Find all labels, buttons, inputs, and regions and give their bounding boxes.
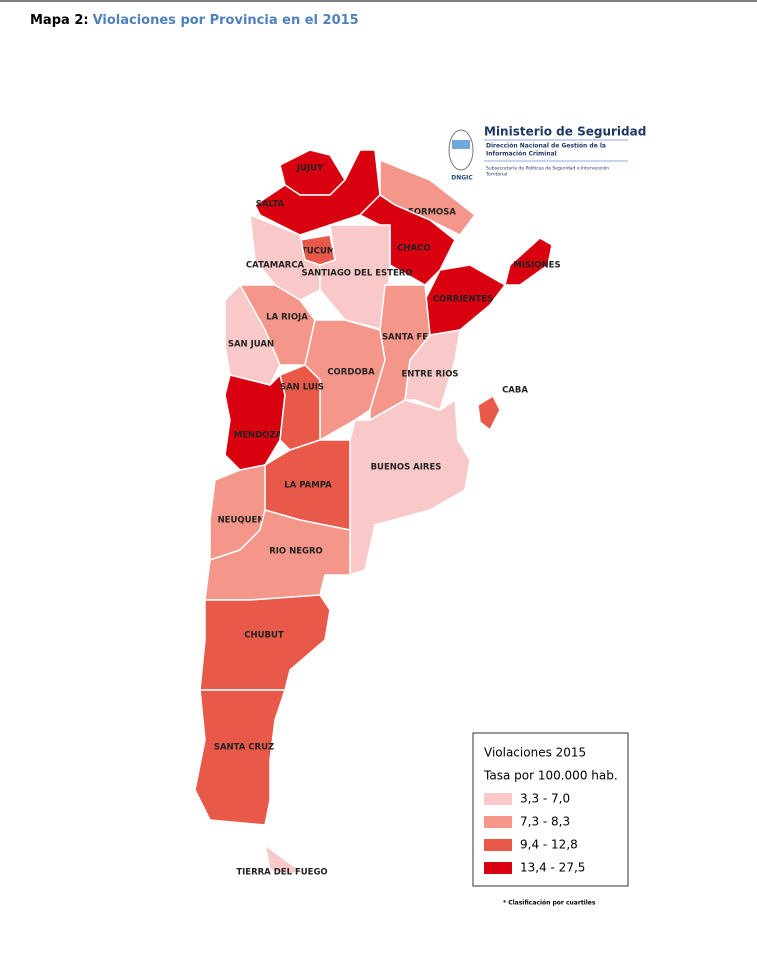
logo-sub: Territorial [485,172,507,178]
legend-swatch [484,839,512,851]
logo-ministry: Ministerio de Seguridad [484,125,646,139]
legend-label: 3,3 - 7,0 [520,792,570,806]
province-label: TUCUMAN [301,247,349,257]
province-label: SALTA [256,200,285,210]
province-label: CHUBUT [244,631,284,641]
logo-sub: Subsecretaría de Políticas de Seguridad … [486,165,609,172]
province-label: RIO NEGRO [269,547,323,557]
legend-swatch [484,816,512,828]
province-label: ENTRE RIOS [401,370,458,380]
legend-subtitle: Tasa por 100.000 hab. [483,769,618,783]
province-label: CATAMARCA [246,261,305,271]
province-label: LA RIOJA [266,313,308,323]
title-text: Violaciones por Provincia en el 2015 [93,13,359,28]
logo: DNGIC Ministerio de Seguridad Dirección … [448,125,646,182]
province-label: JUJUY [296,164,324,174]
legend-swatch [484,862,512,874]
legend-swatch [484,793,512,805]
province-label: CHACO [397,244,430,254]
province-label: SAN LUIS [280,383,324,393]
province [263,843,302,876]
legend: Violaciones 2015 Tasa por 100.000 hab. 3… [472,732,629,887]
title-label: Mapa 2: [30,13,89,28]
legend-label: 7,3 - 8,3 [520,815,570,829]
province [204,509,351,601]
province-label: CABA [502,386,528,396]
province [194,689,287,826]
legend-label: 9,4 - 12,8 [520,838,578,852]
province-label: FORMOSA [408,208,456,218]
province-label: TIERRA DEL FUEGO [236,868,327,878]
logo-direction: Dirección Nacional de Gestión de la [486,143,606,150]
province-label: NEUQUEN [218,516,265,526]
province [224,373,286,471]
province [199,594,331,691]
title: Mapa 2: Violaciones por Provincia en el 2… [30,13,359,28]
province-label: MENDOZA [234,431,283,441]
legend-box [472,732,629,887]
logo-emblem [448,129,474,171]
legend-label: 13,4 - 27,5 [520,861,585,875]
logo-acronym: DNGIC [451,175,473,182]
note: * Clasificación por cuartiles [503,900,596,907]
province-label: SANTA CRUZ [214,743,274,753]
province [404,329,461,412]
province-label: CORDOBA [327,368,375,378]
province-label: CORRIENTES [433,295,493,305]
legend-title: Violaciones 2015 [484,746,586,760]
province-label: BUENOS AIRES [371,463,442,473]
province [477,394,501,432]
province-label: SANTIAGO DEL ESTERO [301,269,412,279]
province-label: MISIONES [513,261,560,271]
province-label: LA PAMPA [284,481,332,491]
province [279,364,321,451]
province [224,283,281,386]
province [349,398,471,577]
logo-direction: Información Criminal [486,151,557,158]
province-label: SAN JUAN [228,340,274,350]
map: JUJUY SALTA FORMOSA CHACO MISIONES CORRIENTES… [194,149,561,878]
province-label: SANTA FE [382,333,428,343]
logo-emblem-top [452,140,470,149]
